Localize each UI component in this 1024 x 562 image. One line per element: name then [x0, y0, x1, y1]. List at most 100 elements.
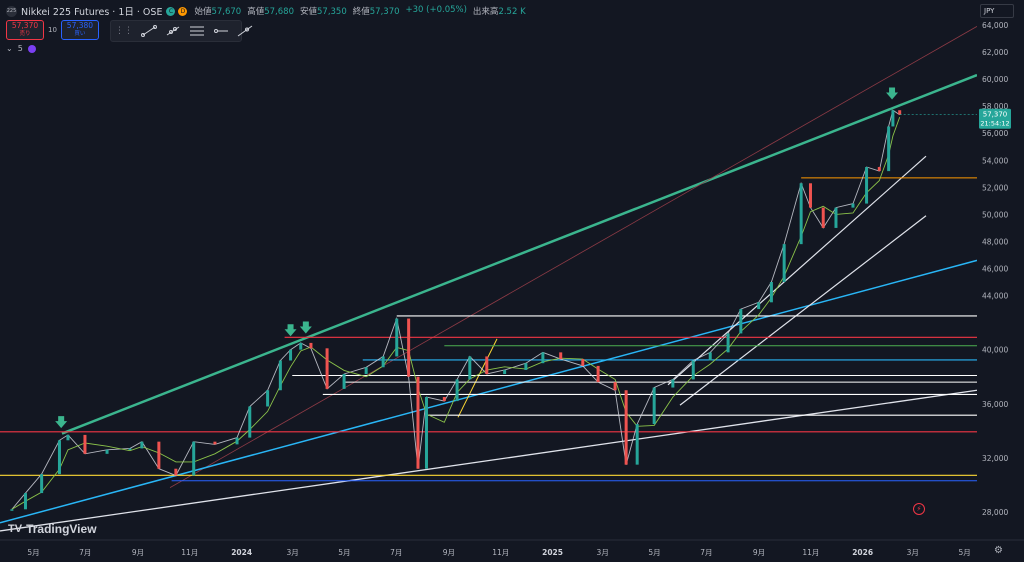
symbol-header: 225 Nikkei 225 Futures · 1日 · OSE C D 始値… — [6, 3, 526, 19]
x-tick-label: 3月 — [597, 548, 609, 557]
extended-line-icon[interactable] — [237, 24, 253, 38]
candle — [808, 183, 812, 208]
ohlc-key: 高値 — [247, 7, 265, 17]
candle — [468, 356, 472, 380]
indicator-count[interactable]: 5 — [17, 44, 23, 53]
candle — [708, 352, 712, 361]
candle — [66, 434, 70, 441]
price-series — [10, 109, 977, 511]
gear-icon[interactable]: ⚙ — [994, 545, 1003, 556]
symbol-title[interactable]: Nikkei 225 Futures · 1日 · OSE — [21, 7, 163, 18]
time-axis[interactable]: 5月 7月 9月 11月 2024 3月 5月 7月 9月 11月 2025 3月 5月 7月 9月 11月 2… — [0, 539, 1024, 557]
candle — [559, 352, 563, 360]
candle — [40, 474, 44, 494]
currency-selector[interactable]: JPY — [980, 4, 1014, 18]
ohlc-value: 57,670 — [211, 7, 242, 17]
candle — [877, 167, 881, 172]
status-dot-d[interactable]: D — [178, 6, 188, 16]
down-arrow-icon — [299, 321, 312, 334]
fib-tool-icon[interactable] — [189, 24, 205, 38]
candle — [157, 441, 161, 469]
sell-button[interactable]: 57,370 売り — [6, 20, 44, 40]
tradingview-brand[interactable]: TV TradingView — [8, 522, 97, 536]
x-tick-label: 7月 — [390, 548, 402, 557]
candle — [174, 468, 178, 476]
candle — [485, 356, 489, 375]
x-tick-label: 5月 — [958, 548, 970, 557]
drawing-toolbar: ⋮⋮ — [110, 20, 253, 42]
candle — [416, 376, 420, 469]
candle — [105, 449, 109, 454]
x-tick-label: 2025 — [542, 548, 563, 557]
y-tick-label: 28,000 — [982, 508, 1008, 517]
candle — [851, 203, 855, 208]
candle — [541, 352, 545, 364]
ohlc-item: 終値57,370 — [353, 5, 400, 17]
candle — [613, 382, 617, 391]
price-line — [11, 109, 900, 510]
ohlc-value: 57,350 — [317, 7, 347, 17]
candle — [213, 441, 217, 445]
x-tick-label: 7月 — [79, 548, 91, 557]
lightning-icon[interactable]: ⚡ — [913, 503, 925, 515]
y-tick-label: 62,000 — [982, 48, 1008, 57]
marker-arrows — [55, 87, 899, 429]
trendlines — [0, 26, 978, 532]
candle — [782, 244, 786, 283]
white-long-trend-line — [0, 389, 978, 532]
candle — [726, 333, 730, 353]
candle — [799, 183, 803, 245]
x-tick-label: 9月 — [132, 548, 144, 557]
candle — [395, 318, 399, 357]
drag-handle-icon[interactable]: ⋮⋮ — [115, 26, 133, 36]
trade-panel: 57,370 売り 10 57,380 買い — [6, 20, 99, 40]
x-tick-label: 7月 — [700, 548, 712, 557]
buy-button[interactable]: 57,380 買い — [60, 20, 99, 40]
ohlc-key: 終値 — [352, 7, 370, 17]
y-tick-label: 64,000 — [982, 21, 1008, 30]
candle — [834, 207, 838, 228]
x-tick-label: 5月 — [338, 548, 350, 557]
order-quantity[interactable]: 10 — [48, 26, 57, 34]
candle — [248, 406, 252, 438]
ohlc-value: 57,680 — [264, 7, 294, 17]
down-arrow-icon — [886, 87, 899, 100]
y-tick-label: 44,000 — [982, 292, 1008, 301]
sell-label: 売り — [19, 31, 31, 37]
indicator-icon[interactable] — [27, 44, 36, 53]
candle — [757, 302, 761, 310]
trendline-tool-icon[interactable] — [141, 24, 157, 38]
y-tick-label: 56,000 — [982, 129, 1008, 138]
candle — [652, 387, 656, 425]
x-tick-label: 2024 — [231, 548, 252, 557]
candle — [342, 374, 346, 389]
candle — [769, 282, 773, 303]
collapse-icon[interactable]: ⌄ — [6, 44, 13, 53]
candle — [299, 342, 303, 350]
upper-channel-line — [61, 73, 978, 435]
ohlc-item: +30 (+0.05%) — [406, 5, 467, 17]
status-dot-c[interactable]: C — [166, 6, 176, 16]
y-tick-label: 36,000 — [982, 400, 1008, 409]
candle — [691, 360, 695, 380]
x-tick-label: 5月 — [648, 548, 660, 557]
moving-average-line — [11, 116, 901, 510]
x-tick-label: 11月 — [181, 548, 198, 557]
ray-tool-icon[interactable] — [165, 24, 181, 38]
y-tick-label: 50,000 — [982, 210, 1008, 219]
x-tick-label: 3月 — [907, 548, 919, 557]
ohlc-value: +30 (+0.05%) — [405, 5, 467, 15]
brand-name: TradingView — [26, 522, 97, 536]
candle — [898, 110, 902, 115]
candle — [581, 359, 585, 366]
ohlc-key: 出来高 — [472, 7, 499, 17]
ohlc-item: 出来高2.52 K — [473, 5, 526, 17]
candle — [821, 207, 825, 228]
countdown-label: 21:54:12 — [980, 120, 1009, 128]
candle — [865, 167, 869, 204]
symbol-logo: 225 — [6, 5, 17, 17]
horizontal-ray-icon[interactable] — [213, 24, 229, 38]
price-axis[interactable]: 28,000 32,000 36,000 40,000 44,000 46,000 48,0… — [977, 0, 1024, 540]
white-trend-line-upper — [667, 155, 927, 386]
